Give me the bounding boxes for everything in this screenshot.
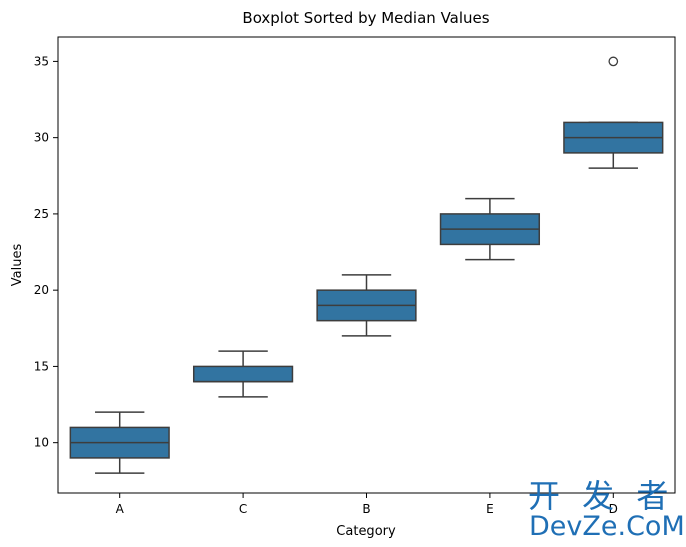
box-C	[192, 365, 294, 383]
y-tick-label-35: 35	[34, 54, 49, 68]
x-axis-label: Category	[336, 524, 396, 539]
plot-frame	[57, 36, 676, 494]
plot-area	[69, 56, 664, 474]
axes: 10 15 20 25 30 35 A C B E D	[34, 36, 676, 516]
box-group-C	[192, 350, 294, 398]
watermark-top-text: 开 发 者	[528, 477, 674, 515]
y-tick-label-20: 20	[34, 283, 49, 297]
box-group-E	[439, 197, 541, 261]
watermark-bottom-text: DevZe.CoM	[529, 511, 685, 542]
x-tick-label-A: A	[116, 502, 125, 516]
chart-title: Boxplot Sorted by Median Values	[242, 9, 489, 27]
y-tick-label-10: 10	[34, 436, 49, 450]
y-tick-label-25: 25	[34, 207, 49, 221]
box-group-D	[563, 56, 664, 169]
x-tick-label-E: E	[486, 502, 494, 516]
x-tick-label-B: B	[362, 502, 370, 516]
x-tick-label-C: C	[239, 502, 247, 516]
box-group-A	[69, 411, 170, 474]
box-group-B	[316, 274, 417, 337]
y-tick-label-30: 30	[34, 131, 49, 145]
y-tick-label-15: 15	[34, 359, 49, 373]
y-axis-label: Values	[10, 244, 25, 287]
outlier-D-0	[608, 56, 619, 67]
x-tick-label-D: D	[609, 502, 618, 516]
